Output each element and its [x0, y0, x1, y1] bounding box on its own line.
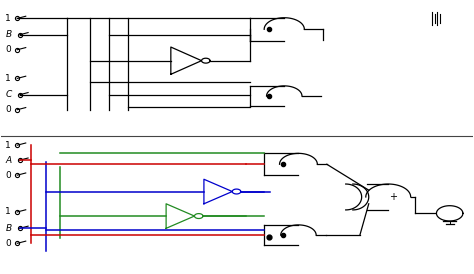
Text: 0: 0 [5, 171, 11, 180]
Text: A: A [5, 156, 11, 165]
Text: 0: 0 [5, 105, 11, 114]
Text: 1: 1 [5, 14, 11, 23]
Text: 1: 1 [5, 207, 11, 216]
Text: 0: 0 [5, 239, 11, 248]
Text: C: C [5, 90, 12, 99]
Text: B: B [5, 224, 11, 233]
Text: B: B [5, 30, 11, 39]
Text: 1: 1 [5, 141, 11, 150]
Text: +: + [389, 192, 397, 202]
Text: 1: 1 [5, 74, 11, 83]
Text: 0: 0 [5, 45, 11, 54]
